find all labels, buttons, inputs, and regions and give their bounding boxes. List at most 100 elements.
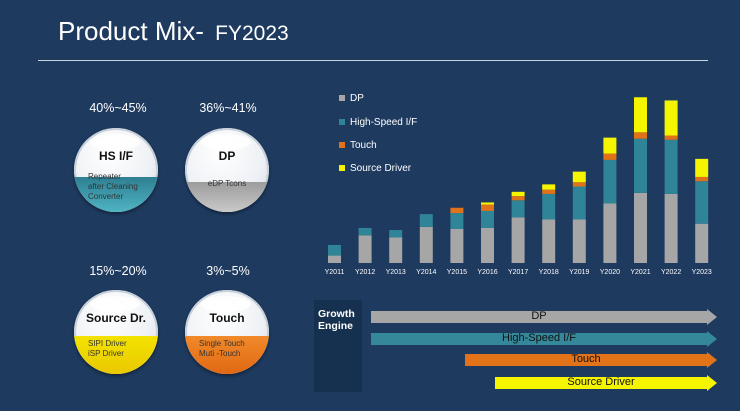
source-desc-2: iSP Driver (88, 349, 124, 358)
x-tick-label: Y2018 (539, 269, 559, 276)
bar-Y2011-dp (328, 255, 341, 263)
bar-Y2012-dp (358, 235, 372, 263)
bar-Y2019-source-driver (572, 171, 586, 183)
bar-Y2016-dp (481, 227, 494, 263)
x-tick-label: Y2017 (508, 269, 528, 276)
bar-Y2019-touch (572, 182, 586, 187)
arrow-hsif-label: High-Speed I/F (502, 332, 576, 344)
touch-ball: Touch Single Touch Muti -Touch (185, 290, 269, 374)
bar-Y2016-high-speed-i-f (481, 210, 494, 228)
x-tick-label: Y2022 (661, 269, 681, 276)
bar-Y2018-dp (542, 219, 556, 263)
touch-percentage: 3%~5% (206, 264, 250, 278)
source-desc-1: SIPI Driver (88, 339, 127, 348)
hsif-desc-1: Repeater (88, 172, 121, 181)
hsif-name: HS I/F (98, 149, 133, 163)
arrow-source: Source Driver (495, 375, 717, 391)
bar-Y2016-touch (481, 204, 494, 211)
touch-fill (185, 336, 269, 374)
dp-name: DP (218, 149, 236, 163)
legend-hsif-label: High-Speed I/F (350, 117, 418, 128)
bar-Y2019-dp (572, 219, 586, 263)
bar-Y2020-touch (603, 153, 617, 160)
bar-Y2023-dp (695, 223, 709, 263)
x-tick-label: Y2023 (692, 269, 712, 276)
bar-Y2015-high-speed-i-f (450, 213, 464, 229)
legend-hsif: High-Speed I/F (339, 117, 417, 128)
bar-Y2023-source-driver (695, 158, 709, 177)
bar-Y2019-high-speed-i-f (572, 186, 586, 220)
source-fill (74, 336, 158, 374)
bar-Y2020-dp (603, 203, 617, 263)
legend-dp: DP (339, 93, 364, 104)
touch-desc-1: Single Touch (199, 339, 245, 348)
bar-Y2021-high-speed-i-f (634, 138, 647, 193)
hsif-percentage: 40%~45% (89, 101, 147, 115)
x-tick-label: Y2014 (416, 269, 436, 276)
bar-Y2017-dp (511, 217, 525, 263)
touch-desc-2: Muti -Touch (199, 349, 241, 358)
bar-Y2021-dp (634, 192, 647, 263)
bar-Y2014-dp (419, 226, 433, 263)
bar-Y2023-touch (695, 176, 709, 182)
x-tick-label: Y2013 (386, 269, 406, 276)
source-percentage: 15%~20% (89, 264, 147, 278)
arrow-touch-label: Touch (571, 353, 601, 365)
bar-Y2018-touch (542, 189, 556, 194)
x-tick-label: Y2019 (569, 269, 589, 276)
slide-title-year: FY2023 (215, 22, 289, 45)
bar-Y2023-high-speed-i-f (695, 181, 709, 224)
x-tick-label: Y2015 (447, 269, 467, 276)
bar-Y2013-high-speed-i-f (389, 230, 403, 238)
bar-Y2020-high-speed-i-f (603, 159, 617, 204)
hsif-fill (74, 176, 158, 212)
x-tick-label: Y2021 (630, 269, 650, 276)
hsif-desc-3: Converter (88, 192, 124, 201)
source-ball: Source Dr. SIPI Driver iSP Driver (74, 290, 158, 374)
arrow-hsif: High-Speed I/F (371, 331, 717, 347)
slide-title: Product Mix- FY2023 (58, 16, 289, 46)
bar-Y2020-source-driver (603, 137, 617, 154)
bar-Y2014-high-speed-i-f (419, 214, 433, 227)
x-tick-label: Y2020 (600, 269, 620, 276)
arrow-dp-label: DP (531, 310, 547, 322)
legend-touch-label: Touch (350, 140, 377, 151)
dp-fill (185, 181, 269, 212)
bar-Y2015-dp (450, 229, 464, 263)
title-divider (38, 60, 708, 61)
bar-Y2022-high-speed-i-f (664, 139, 678, 194)
source-name: Source Dr. (85, 311, 147, 325)
arrow-dp: DP (371, 309, 717, 325)
dp-ball: DP eDP Tcons (185, 128, 269, 212)
legend-source: Source Driver (339, 163, 411, 174)
bar-Y2011-high-speed-i-f (328, 244, 341, 256)
bar-Y2022-source-driver (664, 100, 678, 136)
growth-engine-box (314, 300, 362, 392)
arrow-source-label: Source Driver (567, 376, 635, 388)
hsif-ball: HS I/F Repeater after Cleaning Converter (74, 128, 158, 212)
touch-name: Touch (209, 311, 245, 325)
bar-Y2021-touch (634, 132, 647, 139)
legend-dp-label: DP (350, 93, 364, 104)
bar-Y2018-high-speed-i-f (542, 193, 556, 220)
dp-percentage: 36%~41% (199, 101, 257, 115)
bar-Y2022-touch (664, 135, 678, 140)
hsif-desc-2: after Cleaning (88, 182, 138, 191)
x-tick-label: Y2012 (355, 269, 375, 276)
bar-Y2013-dp (389, 237, 403, 263)
stacked-bar-chart: Y2011 Y2012 Y2013 Y2014 Y2015 Y2016 Y2017 Y2018… (325, 97, 712, 276)
bar-Y2017-source-driver (511, 191, 525, 197)
dp-desc-1: eDP Tcons (207, 179, 247, 188)
x-tick-label: Y2011 (325, 269, 345, 276)
legend-source-label: Source Driver (350, 163, 412, 174)
x-tick-label: Y2016 (477, 269, 497, 276)
bar-Y2012-high-speed-i-f (358, 227, 372, 236)
growth-engine-label: Growth Engine (318, 308, 355, 332)
arrow-touch: Touch (465, 352, 717, 368)
bar-Y2017-high-speed-i-f (511, 200, 525, 218)
bar-Y2015-touch (450, 207, 464, 214)
bar-Y2016-source-driver (481, 202, 494, 205)
bar-Y2022-dp (664, 193, 678, 263)
bar-Y2021-source-driver (634, 97, 647, 133)
bar-Y2018-source-driver (542, 184, 556, 190)
